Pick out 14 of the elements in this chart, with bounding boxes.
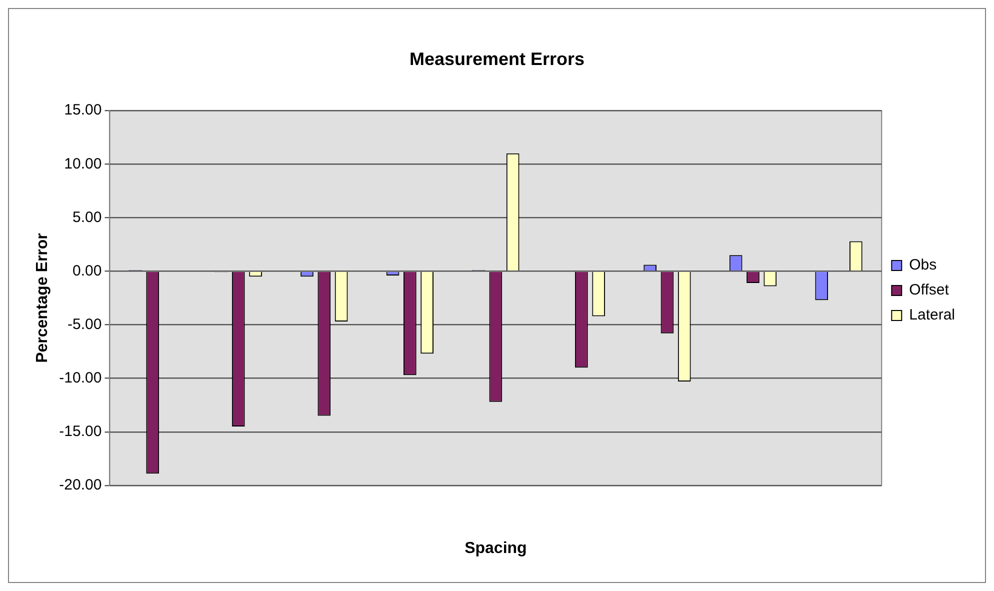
legend-label: Lateral <box>909 306 956 324</box>
y-tick-label: 0.00 <box>72 262 102 280</box>
y-tick-label: 15.00 <box>64 102 102 119</box>
y-tick-label: 10.00 <box>64 155 102 172</box>
y-tick-label: -15.00 <box>59 423 102 440</box>
legend-label: Obs <box>909 256 937 274</box>
legend-label: Offset <box>909 282 950 299</box>
y-axis-title: Percentage Error <box>34 233 52 363</box>
chart-title: Measurement Errors <box>409 48 585 69</box>
y-tick-label: 5.00 <box>72 208 102 226</box>
x-axis-title: Spacing <box>464 540 527 557</box>
y-tick-label: -5.00 <box>68 316 102 333</box>
y-tick-label: -20.00 <box>59 476 102 494</box>
y-tick-label: -10.00 <box>59 369 102 386</box>
